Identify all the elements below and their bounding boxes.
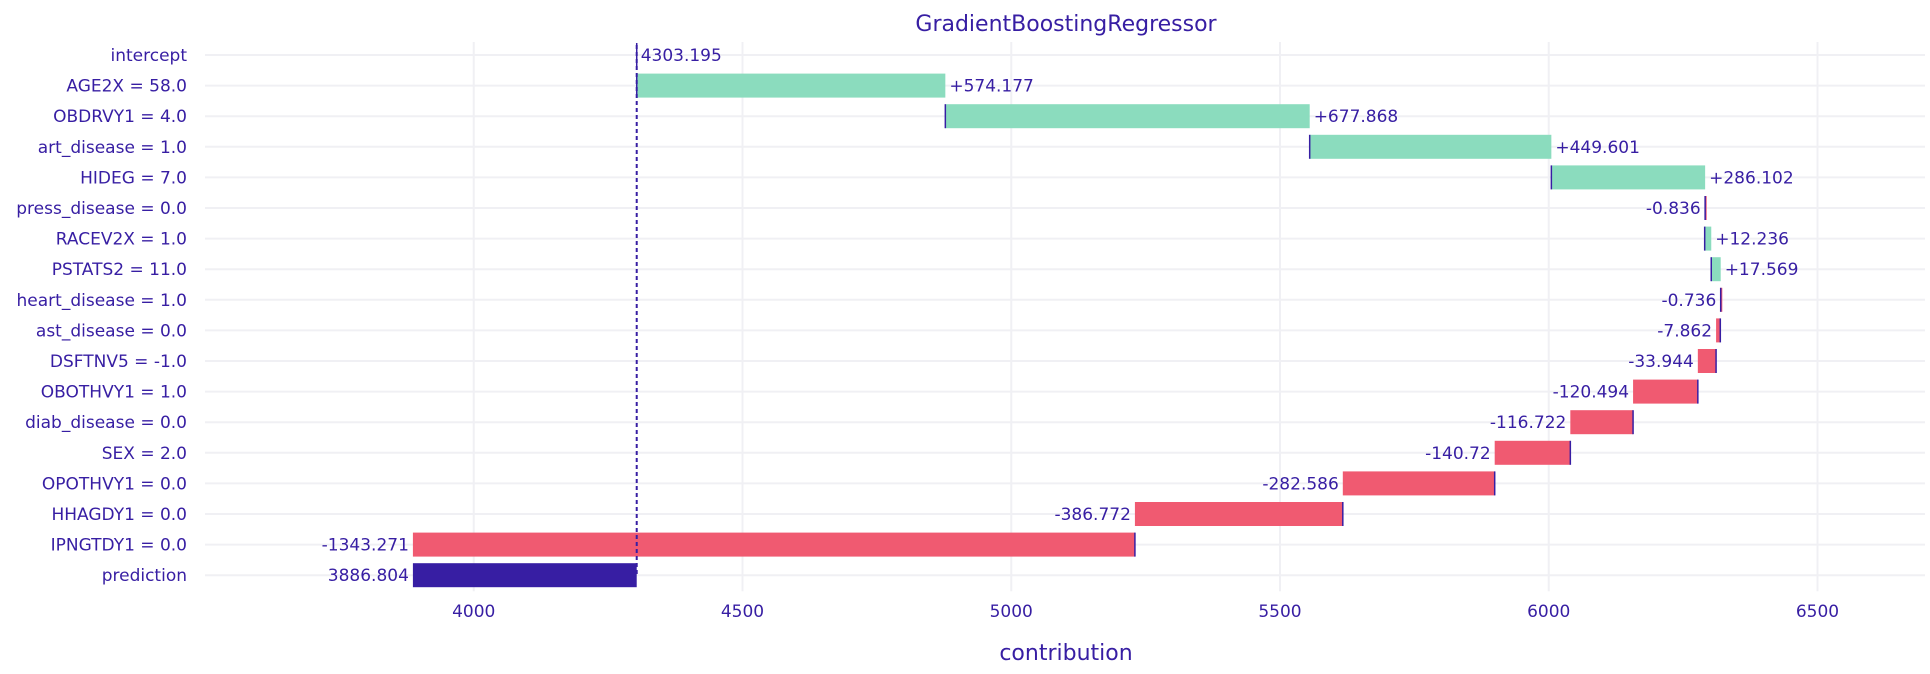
y-tick-label: PSTATS2 = 11.0 [52, 260, 187, 280]
y-tick-label: heart_disease = 1.0 [17, 291, 187, 311]
grid-layer [205, 42, 1925, 592]
y-tick-label: art_disease = 1.0 [38, 138, 187, 158]
y-tick-label: press_disease = 0.0 [16, 199, 187, 219]
data-label: +12.236 [1715, 230, 1789, 250]
x-tick-label: 5000 [990, 602, 1033, 622]
x-axis-ticks: 4000 4500 5000 5500 6000 6500 [452, 602, 1839, 622]
x-tick-label: 5500 [1258, 602, 1301, 622]
y-axis-labels: intercept AGE2X = 58.0 OBDRVY1 = 4.0 art_di… [16, 46, 187, 586]
data-label: -282.586 [1262, 474, 1338, 494]
data-label: -386.772 [1054, 505, 1130, 525]
contribution-bar [636, 73, 946, 98]
data-label: +286.102 [1709, 168, 1794, 188]
contribution-bar [1342, 471, 1495, 496]
y-tick-label: OBDRVY1 = 4.0 [53, 107, 187, 127]
contribution-bar [1309, 134, 1552, 159]
y-tick-label: diab_disease = 0.0 [25, 413, 187, 433]
y-tick-label: RACEV2X = 1.0 [56, 230, 187, 250]
contribution-bar [945, 104, 1310, 129]
y-tick-label: HIDEG = 7.0 [80, 168, 187, 188]
data-label: -1343.271 [322, 536, 409, 556]
x-tick-label: 6000 [1527, 602, 1570, 622]
y-tick-label: prediction [102, 566, 187, 586]
contribution-bar [1494, 440, 1571, 465]
bar-layer [412, 73, 1723, 588]
contribution-bar [1551, 165, 1706, 190]
data-label: -120.494 [1553, 383, 1629, 403]
y-tick-label: OPOTHVY1 = 0.0 [42, 474, 187, 494]
data-label: +574.177 [949, 77, 1034, 97]
contribution-bar [1570, 410, 1634, 435]
x-tick-label: 6500 [1796, 602, 1839, 622]
data-label: +677.868 [1314, 107, 1399, 127]
y-tick-label: DSFTNV5 = -1.0 [50, 352, 187, 372]
data-label: 4303.195 [641, 46, 722, 66]
chart-title: GradientBoostingRegressor [915, 12, 1217, 37]
x-tick-label: 4500 [721, 602, 764, 622]
contribution-bar [1704, 226, 1712, 251]
data-label: -140.72 [1425, 444, 1491, 464]
contribution-bar [1711, 257, 1721, 282]
data-label: -116.722 [1490, 413, 1566, 433]
data-label: -0.736 [1661, 291, 1716, 311]
x-tick-label: 4000 [452, 602, 495, 622]
contribution-bar [1697, 349, 1717, 373]
connector-layer [635, 43, 1722, 576]
y-tick-label: OBOTHVY1 = 1.0 [41, 383, 187, 403]
data-label: +449.601 [1555, 138, 1640, 158]
contribution-bar [1716, 318, 1721, 343]
contribution-bar [1633, 379, 1698, 404]
y-tick-label: IPNGTDY1 = 0.0 [51, 536, 187, 556]
label-layer: 4303.195 +574.177 +677.868 +449.601 +286.102… [322, 46, 1799, 586]
contribution-bar [412, 532, 1135, 557]
y-tick-label: AGE2X = 58.0 [66, 77, 187, 97]
data-label: 3886.804 [328, 566, 409, 586]
data-label: -33.944 [1628, 352, 1694, 372]
x-axis-title: contribution [999, 641, 1132, 666]
y-tick-label: SEX = 2.0 [102, 444, 187, 464]
contribution-bar [1134, 502, 1343, 526]
data-label: -0.836 [1646, 199, 1701, 219]
prediction-bar [412, 563, 637, 588]
y-tick-label: ast_disease = 0.0 [36, 321, 187, 341]
data-label: +17.569 [1725, 260, 1799, 280]
data-label: -7.862 [1657, 321, 1712, 341]
y-tick-label: intercept [111, 46, 188, 66]
y-tick-label: HHAGDY1 = 0.0 [51, 505, 187, 525]
